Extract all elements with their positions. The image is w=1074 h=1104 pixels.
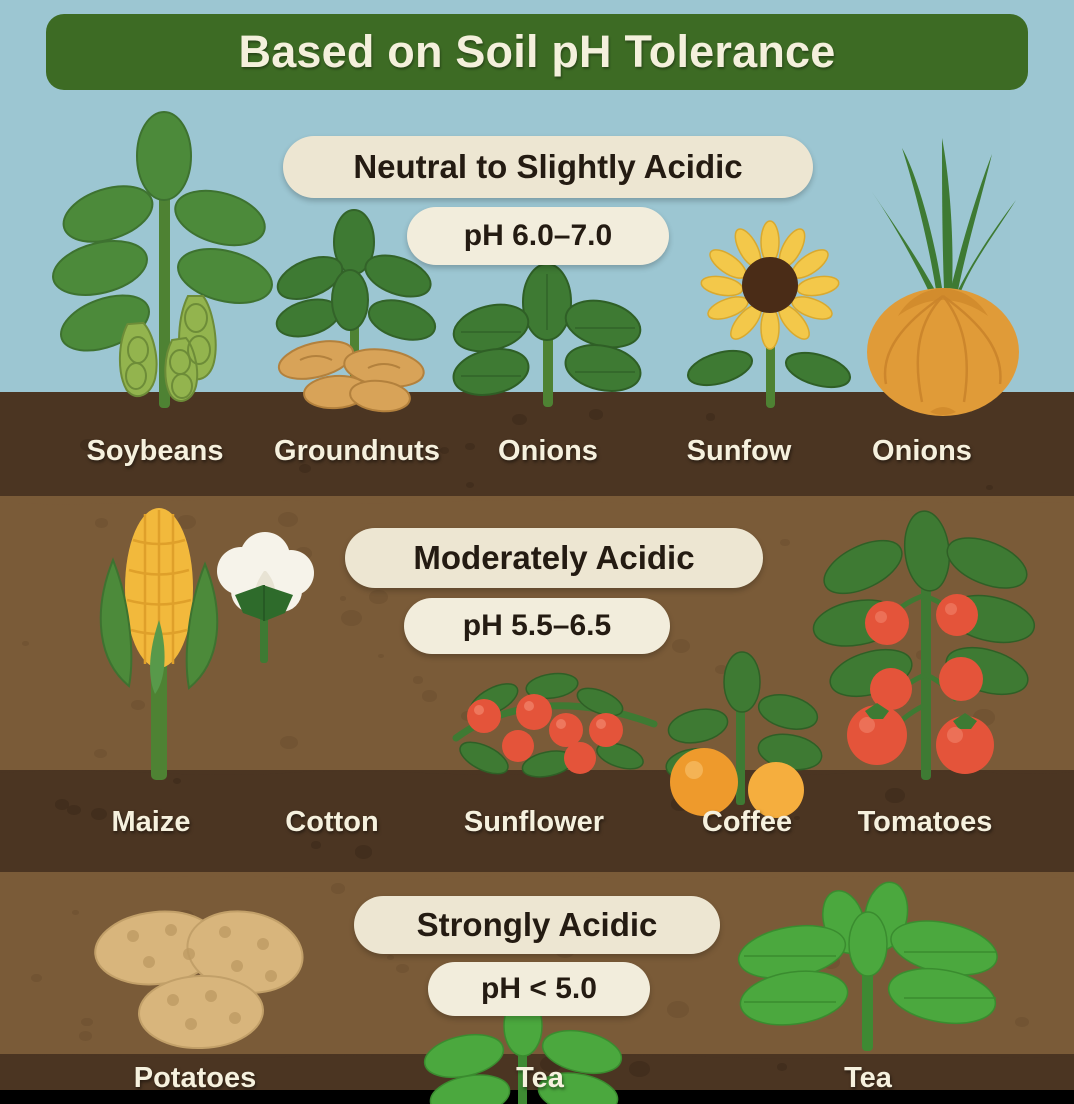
section-ph-moderate: pH 5.5–6.5 xyxy=(404,598,670,654)
crop-label-tea-2: Tea xyxy=(844,1062,892,1094)
berry-branch-icon xyxy=(448,660,668,780)
soil-band-dark-1 xyxy=(0,392,1074,500)
tea-plant-icon-1 xyxy=(423,995,623,1104)
onion-bulb-icon xyxy=(850,130,1035,416)
soil-edge-wave-1 xyxy=(0,384,1074,406)
section-heading-moderate: Moderately Acidic xyxy=(345,528,763,588)
sunflower-icon xyxy=(687,220,851,408)
section-ph-neutral: pH 6.0–7.0 xyxy=(407,207,669,265)
soybean-plant-icon xyxy=(52,111,273,408)
poster-title: Based on Soil pH Tolerance xyxy=(238,26,836,77)
section-ph-strong: pH < 5.0 xyxy=(428,962,650,1016)
crop-label-sunflower: Sunflower xyxy=(463,806,605,838)
section-heading-strong: Strongly Acidic xyxy=(354,896,720,954)
soil-edge-wave-2 xyxy=(0,490,1074,512)
tea-plant-icon-2 xyxy=(737,881,1000,1051)
tomato-plant-icon xyxy=(812,505,1036,780)
bottom-black-bar xyxy=(0,1090,1074,1104)
crop-label-onions-1: Onions xyxy=(498,435,598,467)
soil-band-dark-2 xyxy=(0,770,1074,876)
crop-label-soybeans: Soybeans xyxy=(86,435,224,467)
maize-cob-icon xyxy=(75,500,245,780)
crop-label-tea-1: Tea xyxy=(516,1062,564,1094)
potatoes-icon xyxy=(85,900,310,1060)
poster-title-bar: Based on Soil pH Tolerance xyxy=(46,14,1028,90)
section-heading-neutral: Neutral to Slightly Acidic xyxy=(283,136,813,198)
groundnut-plant-icon xyxy=(275,208,465,413)
crop-label-tomatoes: Tomatoes xyxy=(857,806,993,838)
coffee-plant-icon xyxy=(665,640,842,818)
leafy-plant-icon xyxy=(452,262,642,407)
crop-label-cotton: Cotton xyxy=(285,806,379,838)
crop-label-potatoes: Potatoes xyxy=(133,1062,257,1094)
cotton-boll-icon xyxy=(205,525,325,665)
crop-label-maize: Maize xyxy=(111,806,191,838)
crop-label-onions-2: Onions xyxy=(872,435,972,467)
crop-label-groundnuts: Groundnuts xyxy=(274,435,440,467)
crop-label-coffee: Coffee xyxy=(701,806,793,838)
soil-edge-wave-5 xyxy=(0,1046,1074,1068)
soil-edge-wave-4 xyxy=(0,866,1074,888)
crop-label-sunfow: Sunfow xyxy=(686,435,792,467)
